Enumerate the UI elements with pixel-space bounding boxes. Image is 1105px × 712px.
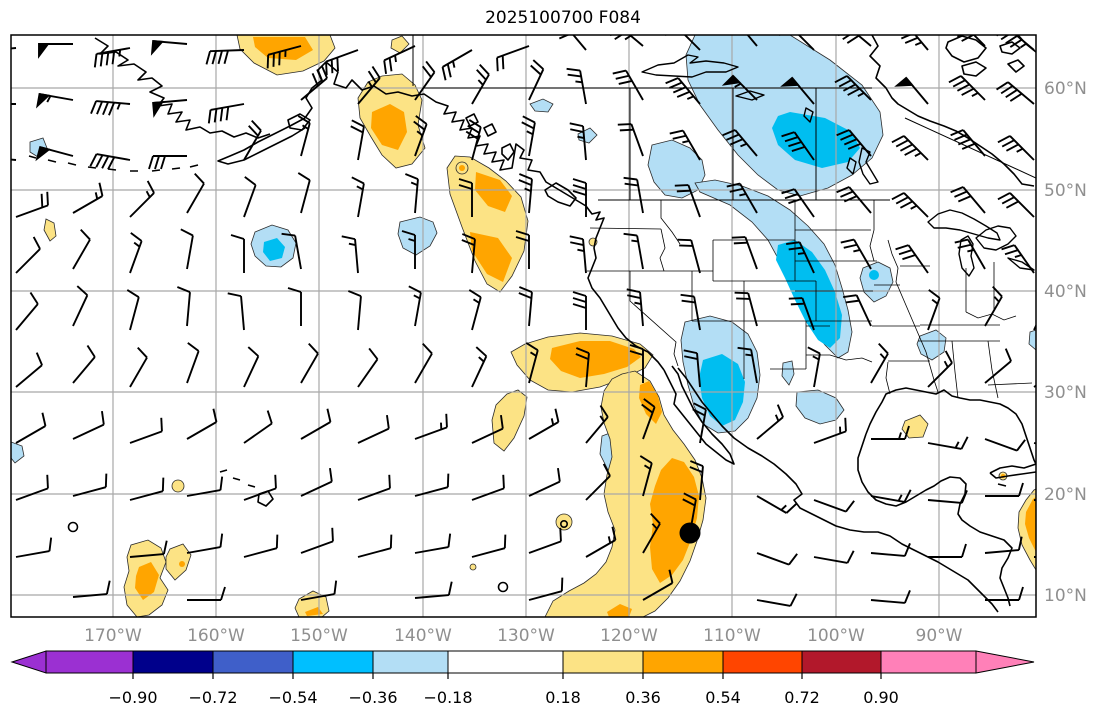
- colorbar-tick-label: 0.18: [545, 688, 581, 707]
- lon-tick-label: 110°W: [703, 626, 761, 646]
- lat-tick-label: 10°N: [1044, 586, 1087, 606]
- colorbar-tick-label: −0.36: [348, 688, 397, 707]
- lat-tick-label: 20°N: [1044, 485, 1087, 505]
- anomaly-shading-layer: [11, 35, 1036, 617]
- colorbar-tick-label: −0.90: [108, 688, 157, 707]
- colorbar-tick-label: 0.90: [863, 688, 899, 707]
- calm-wind-circle: [559, 519, 568, 528]
- lon-tick-label: 90°W: [916, 626, 963, 646]
- lon-tick-label: 150°W: [290, 626, 348, 646]
- lon-tick-label: 120°W: [600, 626, 658, 646]
- calm-wind-circle: [497, 581, 509, 593]
- wind-barbs-layer: [11, 35, 1036, 607]
- colorbar-tick-label: 0.54: [705, 688, 741, 707]
- colorbar-tick-label: −0.54: [268, 688, 317, 707]
- colorbar-tick-label: 0.36: [625, 688, 661, 707]
- calm-wind-circle: [67, 521, 79, 533]
- colorbar-tick-label: 0.72: [784, 688, 820, 707]
- lon-tick-label: 100°W: [807, 626, 865, 646]
- storm-center-dot: [679, 522, 701, 544]
- lon-tick-label: 160°W: [187, 626, 245, 646]
- colorbar-tick-label: −0.18: [423, 688, 472, 707]
- lat-tick-label: 50°N: [1044, 181, 1087, 201]
- lon-tick-label: 140°W: [394, 626, 452, 646]
- lat-tick-label: 60°N: [1044, 79, 1087, 99]
- lon-tick-label: 170°W: [84, 626, 142, 646]
- lat-tick-label: 40°N: [1044, 282, 1087, 302]
- colorbar-tick-label: −0.72: [188, 688, 237, 707]
- axis-labels: 170°W 160°W 150°W 140°W 130°W 120°W 110°W 100°W…: [84, 79, 1087, 646]
- markers-layer: [67, 519, 701, 593]
- lat-tick-label: 30°N: [1044, 383, 1087, 403]
- chart-title: 2025100700 F084: [485, 8, 641, 28]
- colorbar: −0.90 −0.72 −0.54 −0.36 −0.18 0.18 0.36 0.54 0.7…: [10, 650, 1035, 707]
- lon-tick-label: 130°W: [497, 626, 555, 646]
